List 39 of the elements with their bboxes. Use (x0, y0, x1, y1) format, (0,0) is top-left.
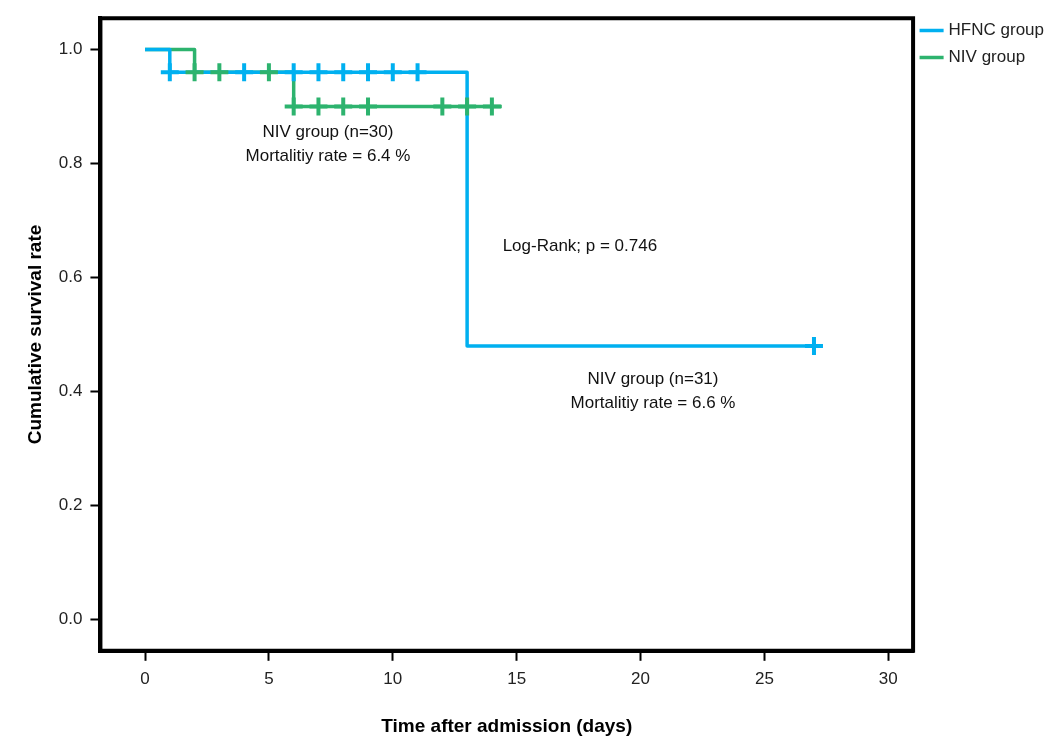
y-tick-label: 0.6 (58, 267, 83, 287)
point (332, 61, 355, 84)
x-tick-label: 10 (383, 668, 403, 688)
y-axis-title: Cumulative survival rate (23, 224, 45, 445)
point (208, 61, 231, 84)
point (282, 95, 305, 118)
annotation: NIV group (n=30) Mortalitiy rate = 6.4 % (245, 122, 411, 166)
legend-label: NIV group (948, 47, 1026, 67)
x-axis-title: Time after admission (days) (381, 714, 633, 736)
point (257, 61, 280, 84)
x-tick-label: 5 (264, 668, 274, 688)
point (480, 95, 503, 118)
point (183, 61, 206, 84)
x-tick-label: 20 (631, 668, 651, 688)
point (456, 95, 479, 118)
y-tick-label: 0.2 (58, 495, 83, 515)
annotation: Log-Rank; p = 0.746 (502, 235, 658, 255)
point (158, 61, 181, 84)
point (233, 61, 256, 84)
point (431, 95, 454, 118)
y-tick-label: 0.8 (58, 153, 83, 173)
x-tick-label: 15 (507, 668, 527, 688)
annotation: NIV group (n=31) Mortalitiy rate = 6.6 % (570, 369, 736, 413)
point (357, 61, 380, 84)
point (802, 334, 825, 357)
y-tick-label: 0.0 (58, 609, 83, 629)
point (381, 61, 404, 84)
y-tick-label: 1.0 (58, 39, 83, 59)
point (307, 61, 330, 84)
point (332, 95, 355, 118)
point (406, 61, 429, 84)
point (282, 61, 305, 84)
legend-label: HFNC group (948, 20, 1044, 40)
y-tick-label: 0.4 (58, 381, 83, 401)
point (307, 95, 330, 118)
x-tick-label: 0 (140, 668, 150, 688)
x-tick-label: 25 (754, 668, 774, 688)
point (357, 95, 380, 118)
x-tick-label: 30 (878, 668, 898, 688)
